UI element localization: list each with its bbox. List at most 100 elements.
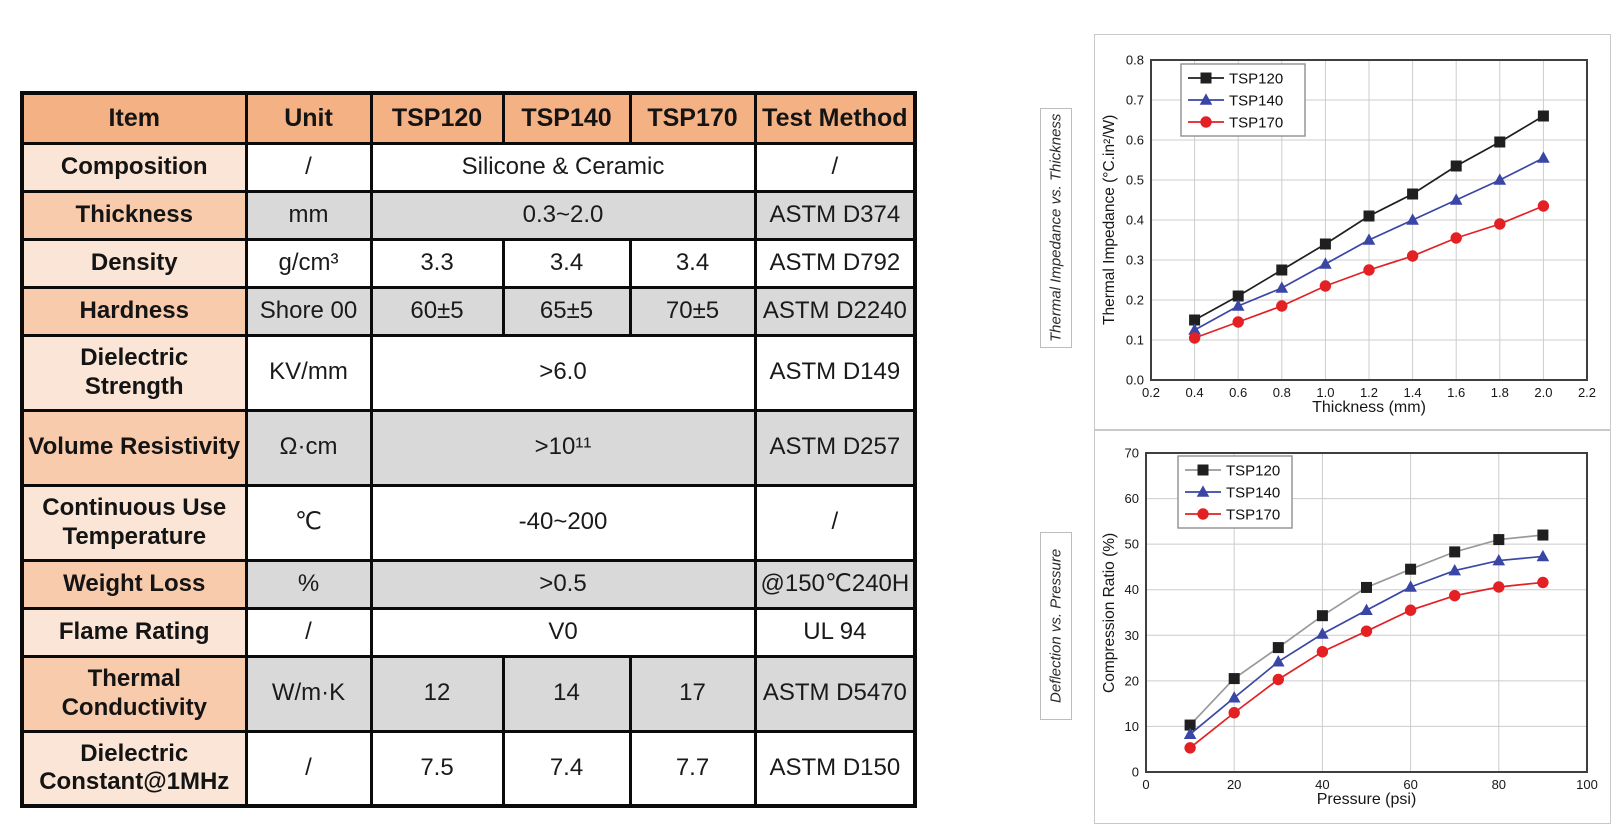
- test-method-cell: ASTM D150: [753, 729, 917, 808]
- x-tick-label: 40: [1315, 777, 1329, 792]
- column-header-tsp120: TSP120: [369, 91, 505, 145]
- unit-cell: g/cm³: [244, 237, 373, 289]
- x-tick-label: 60: [1403, 777, 1417, 792]
- y-tick-label: 0.0: [1126, 373, 1144, 388]
- x-tick-label: 1.0: [1316, 385, 1334, 400]
- x-tick-label: 1.8: [1491, 385, 1509, 400]
- y-tick-label: 0.2: [1126, 293, 1144, 308]
- item-cell: Dielectric Constant@1MHz: [20, 729, 248, 808]
- item-cell: Thickness: [20, 189, 248, 241]
- value-cell-merged: >6.0: [369, 333, 757, 412]
- legend-label-tsp120: TSP120: [1226, 463, 1280, 480]
- compression-ratio-chart: 0 20 40 60 80 100010203040506070TSP120TSP140T…: [1125, 446, 1598, 793]
- test-method-cell: @150℃240H: [753, 558, 917, 610]
- x-tick-label: 1.6: [1447, 385, 1465, 400]
- x-tick-label: 0.4: [1186, 385, 1204, 400]
- x-tick-label: 20: [1227, 777, 1241, 792]
- value-cell-merged: >0.5: [369, 558, 757, 610]
- unit-cell: Shore 00: [244, 285, 373, 337]
- value-cell-merged: Silicone & Ceramic: [369, 141, 757, 193]
- unit-cell: mm: [244, 189, 373, 241]
- y-tick-label: 0.7: [1126, 93, 1144, 108]
- unit-cell: /: [244, 141, 373, 193]
- series-tsp170: [1184, 576, 1549, 754]
- x-tick-label: 0.2: [1142, 385, 1160, 400]
- test-method-cell: ASTM D257: [753, 408, 917, 487]
- series-tsp170: [1188, 200, 1550, 344]
- unit-cell: /: [244, 606, 373, 658]
- compression-chart-x-axis-title: Pressure (psi): [1316, 791, 1417, 808]
- column-header-item: Item: [20, 91, 248, 145]
- legend-label-tsp140: TSP140: [1229, 93, 1283, 110]
- series-tsp120: [1184, 529, 1549, 731]
- value-cell-merged: -40~200: [369, 483, 757, 562]
- value-cell-tsp140: 65±5: [501, 285, 632, 337]
- test-method-cell: ASTM D5470: [753, 654, 917, 733]
- test-method-cell: ASTM D2240: [753, 285, 917, 337]
- y-tick-label: 50: [1125, 537, 1139, 552]
- test-method-cell: ASTM D374: [753, 189, 917, 241]
- value-cell-tsp120: 3.3: [369, 237, 505, 289]
- item-cell: Weight Loss: [20, 558, 248, 610]
- item-cell: Density: [20, 237, 248, 289]
- thermal-impedance-chart-panel: 0.2 0.4 0.6 0.8 1.0 1.2 1.4 1.6 1.8 2.0 2.2 0.0 0.1 0…: [1094, 34, 1611, 430]
- legend: TSP120 TSP140 TSP170: [1180, 63, 1306, 137]
- spec-table-header-row: Item Unit TSP120 TSP140 TSP170 Test Method: [20, 91, 917, 145]
- y-tick-label: 0.6: [1126, 133, 1144, 148]
- y-tick-label: 0: [1132, 765, 1139, 780]
- legend: TSP120 TSP140 TSP170: [1177, 455, 1293, 529]
- y-tick-label: 0.4: [1126, 213, 1144, 228]
- x-tick-label: 1.4: [1404, 385, 1422, 400]
- thermal-impedance-side-label: Thermal Impedance vs. Thickness: [1040, 108, 1072, 348]
- x-tick-label: 1.2: [1360, 385, 1378, 400]
- value-cell-tsp140: 7.4: [501, 729, 632, 808]
- spec-row-thermal-conductivity: Thermal Conductivity W/m·K 12 14 17 ASTM D547…: [20, 654, 917, 733]
- y-tick-label: 70: [1125, 446, 1139, 461]
- series-tsp140: [1183, 549, 1550, 739]
- spec-row-flame-rating: Flame Rating / V0 UL 94: [20, 606, 917, 658]
- spec-row-dielectric-strength: Dielectric Strength KV/mm >6.0 ASTM D149: [20, 333, 917, 412]
- item-cell: Thermal Conductivity: [20, 654, 248, 733]
- y-tick-label: 0.5: [1126, 173, 1144, 188]
- value-cell-tsp170: 70±5: [628, 285, 757, 337]
- spec-row-hardness: Hardness Shore 00 60±5 65±5 70±5 ASTM D2240: [20, 285, 917, 337]
- y-tick-label: 0.8: [1126, 53, 1144, 68]
- thermal-chart-x-axis-title: Thickness (mm): [1312, 399, 1426, 416]
- value-cell-tsp120: 60±5: [369, 285, 505, 337]
- value-cell-tsp140: 14: [501, 654, 632, 733]
- unit-cell: KV/mm: [244, 333, 373, 412]
- y-tick-label: 20: [1125, 673, 1139, 688]
- unit-cell: W/m·K: [244, 654, 373, 733]
- spec-row-continuous-use-temperature: Continuous Use Temperature ℃ -40~200/: [20, 483, 917, 562]
- value-cell-tsp170: 17: [628, 654, 757, 733]
- spec-row-composition: Composition / Silicone & Ceramic /: [20, 141, 917, 193]
- value-cell-tsp120: 7.5: [369, 729, 505, 808]
- y-tick-label: 60: [1125, 491, 1139, 506]
- value-cell-merged: >10¹¹: [369, 408, 757, 487]
- spec-table: Item Unit TSP120 TSP140 TSP170 Test Method Co…: [20, 91, 918, 808]
- item-cell: Composition: [20, 141, 248, 193]
- value-cell-merged: 0.3~2.0: [369, 189, 757, 241]
- legend-label-tsp140: TSP140: [1226, 485, 1280, 502]
- test-method-cell: /: [753, 483, 917, 562]
- legend-label-tsp120: TSP120: [1229, 71, 1283, 88]
- item-cell: Volume Resistivity: [20, 408, 248, 487]
- test-method-cell: /: [753, 141, 917, 193]
- unit-cell: /: [244, 729, 373, 808]
- spec-row-dielectric-constant-1mhz: Dielectric Constant@1MHz/7.5 7.4 7.7 ASTM D…: [20, 729, 917, 808]
- value-cell-merged: V0: [369, 606, 757, 658]
- unit-cell: Ω·cm: [244, 408, 373, 487]
- column-header-tsp140: TSP140: [501, 91, 632, 145]
- deflection-side-label: Deflection vs. Pressure: [1040, 532, 1072, 720]
- y-tick-label: 10: [1125, 719, 1139, 734]
- value-cell-tsp170: 3.4: [628, 237, 757, 289]
- value-cell-tsp140: 3.4: [501, 237, 632, 289]
- value-cell-tsp120: 12: [369, 654, 505, 733]
- x-tick-label: 2.0: [1534, 385, 1552, 400]
- column-header-tsp170: TSP170: [628, 91, 757, 145]
- series-tsp140: [1188, 151, 1550, 335]
- legend-label-tsp170: TSP170: [1226, 507, 1280, 524]
- value-cell-tsp170: 7.7: [628, 729, 757, 808]
- spec-row-density: Density g/cm³ 3.3 3.4 3.4 ASTM D792: [20, 237, 917, 289]
- test-method-cell: ASTM D149: [753, 333, 917, 412]
